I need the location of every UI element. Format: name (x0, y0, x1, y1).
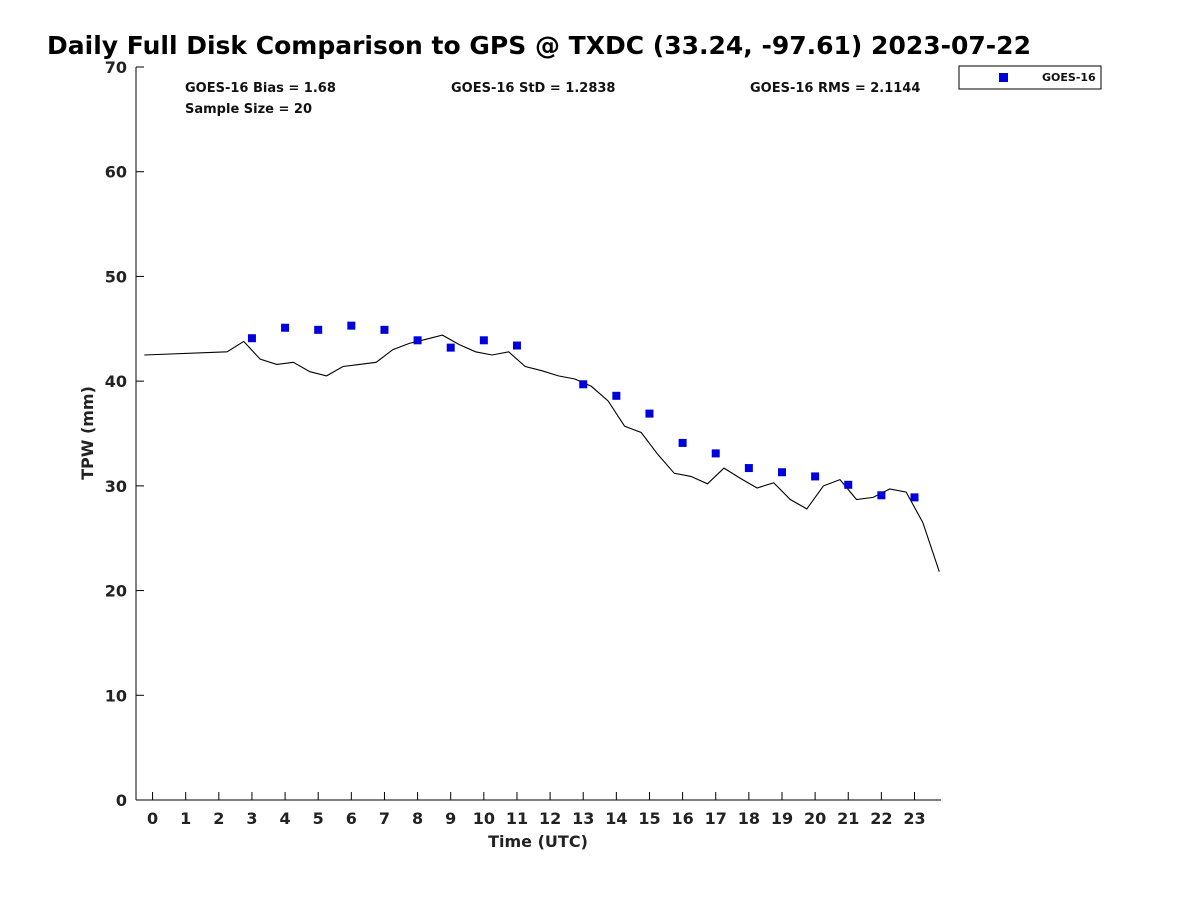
goes16-point (579, 380, 588, 389)
x-ticks: 0 1 2 3 4 5 6 7 8 9 10 11 12 13 14 15 16 17 18 19 20 21 22 23 (147, 792, 926, 828)
y-tick-label: 30 (105, 477, 127, 496)
x-tick-label: 7 (379, 809, 390, 828)
x-tick-label: 0 (147, 809, 158, 828)
plot-area (135, 67, 941, 801)
y-tick-label: 50 (105, 267, 127, 286)
goes16-point (413, 336, 422, 345)
y-tick-label: 70 (105, 58, 127, 77)
goes16-point (910, 493, 919, 502)
x-tick-label: 2 (213, 809, 224, 828)
stat-bias: GOES-16 Bias = 1.68 (185, 81, 336, 96)
goes16-point (479, 336, 488, 345)
x-tick-label: 12 (539, 809, 561, 828)
goes16-point (811, 472, 820, 481)
legend-box (958, 65, 1102, 90)
legend-marker (999, 73, 1008, 82)
y-axis-label: TPW (mm) (78, 386, 97, 480)
x-tick-label: 17 (705, 809, 727, 828)
x-tick-label: 9 (445, 809, 456, 828)
y-ticks: 0 10 20 30 40 50 60 70 (105, 58, 144, 810)
x-tick-label: 21 (837, 809, 859, 828)
goes16-point (678, 438, 687, 447)
legend-label: GOES-16 (1042, 71, 1096, 84)
x-tick-label: 5 (313, 809, 324, 828)
y-tick-label: 60 (105, 163, 127, 182)
y-tick-label: 10 (105, 686, 127, 705)
x-tick-label: 15 (638, 809, 660, 828)
chart-title: Daily Full Disk Comparison to GPS @ TXDC… (47, 31, 1031, 60)
goes16-point (877, 491, 886, 500)
goes16-point (314, 325, 323, 334)
y-tick-label: 0 (116, 791, 127, 810)
x-tick-label: 14 (605, 809, 627, 828)
x-tick-label: 4 (280, 809, 291, 828)
x-tick-label: 22 (870, 809, 892, 828)
x-tick-label: 13 (572, 809, 594, 828)
x-tick-label: 8 (412, 809, 423, 828)
goes16-point (512, 341, 521, 350)
goes16-point (446, 343, 455, 352)
goes16-point (380, 325, 389, 334)
x-tick-label: 18 (738, 809, 760, 828)
x-tick-label: 16 (671, 809, 693, 828)
stat-rms: GOES-16 RMS = 2.1144 (750, 81, 920, 96)
y-tick-label: 40 (105, 372, 127, 391)
stat-sample-size: Sample Size = 20 (185, 102, 312, 117)
goes16-point (347, 321, 356, 330)
gps-series-line (144, 334, 940, 572)
goes16-point (612, 391, 621, 400)
x-tick-label: 19 (771, 809, 793, 828)
goes16-point (281, 323, 290, 332)
stat-std: GOES-16 StD = 1.2838 (451, 81, 615, 96)
x-tick-label: 11 (506, 809, 528, 828)
x-axis-label: Time (UTC) (488, 832, 588, 851)
goes16-point (247, 334, 256, 343)
goes16-point (777, 468, 786, 477)
goes16-point (744, 464, 753, 473)
series-layer (144, 321, 940, 572)
goes16-point (645, 409, 654, 418)
x-tick-label: 23 (903, 809, 925, 828)
x-tick-label: 3 (246, 809, 257, 828)
x-tick-label: 20 (804, 809, 826, 828)
y-tick-label: 20 (105, 582, 127, 601)
x-tick-label: 6 (346, 809, 357, 828)
x-tick-label: 10 (473, 809, 495, 828)
goes16-point (844, 480, 853, 489)
legend: GOES-16 (958, 65, 1102, 90)
x-tick-label: 1 (180, 809, 191, 828)
goes16-point (711, 449, 720, 458)
